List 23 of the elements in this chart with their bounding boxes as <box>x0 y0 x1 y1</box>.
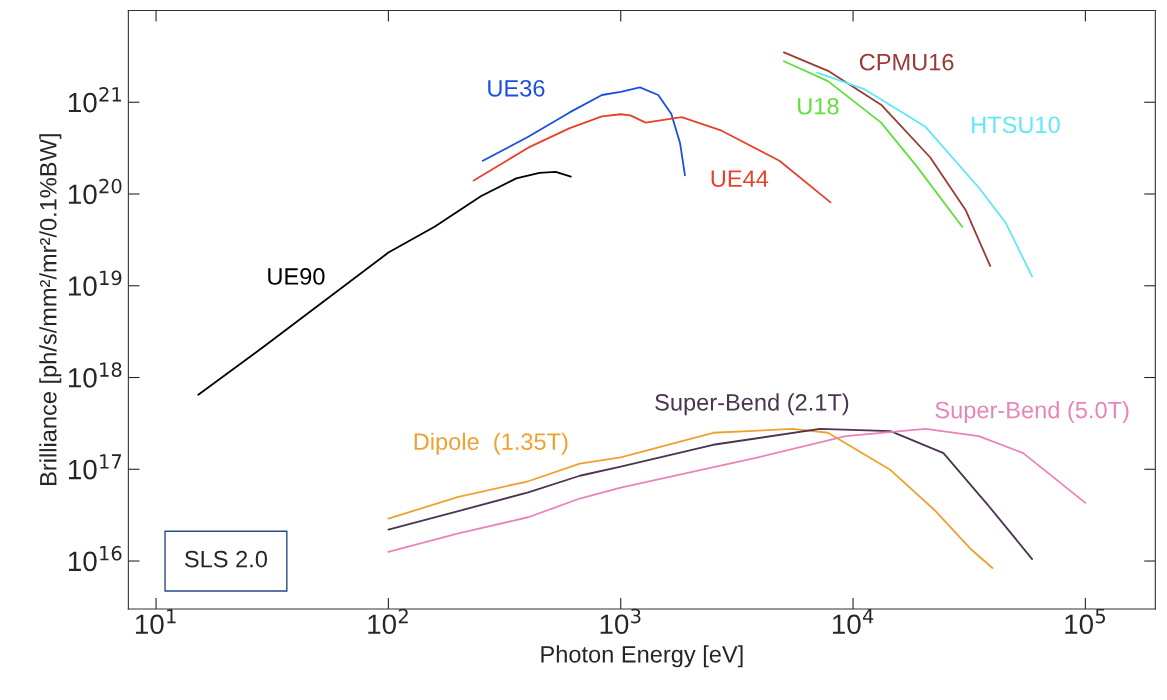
y-tick-label: 10$^{20}$ <box>68 178 122 205</box>
series-label: U18 <box>798 97 839 115</box>
x-tick-label: 10$^{3}$ <box>600 608 641 635</box>
series-label: HTSU10 <box>972 116 1060 134</box>
x-tick-label: 10$^{2}$ <box>368 608 408 635</box>
y-tick-label: 10$^{17}$ <box>68 454 122 480</box>
y-tick-label: 10$^{18}$ <box>68 362 122 388</box>
y-axis-title: Brilliance [ph/s/mm²/mr²/0.1%BW] <box>39 134 62 485</box>
y-tick-label: 10$^{21}$ <box>68 87 121 113</box>
series-label: UE90 <box>268 268 325 285</box>
series-label: Super-Bend (2.1T) <box>655 393 849 416</box>
x-axis-title: Photon Energy [eV] <box>541 645 743 668</box>
series-label: UE44 <box>711 170 769 187</box>
annotation: SLS 2.0 <box>185 550 268 568</box>
series-label: CPMU16 <box>859 53 954 71</box>
x-tick-label: 10$^{5}$ <box>1065 608 1106 635</box>
series-label: UE36 <box>488 79 545 97</box>
x-tick-label: 10$^{4}$ <box>832 608 874 635</box>
x-tick-label: 10$^{1}$ <box>135 608 176 635</box>
y-tick-label: 10$^{16}$ <box>68 545 122 572</box>
series-label: Dipole (1.35T) <box>414 432 568 455</box>
series-label: Super-Bend (5.0T) <box>935 401 1129 424</box>
y-tick-label: 10$^{19}$ <box>68 270 122 296</box>
